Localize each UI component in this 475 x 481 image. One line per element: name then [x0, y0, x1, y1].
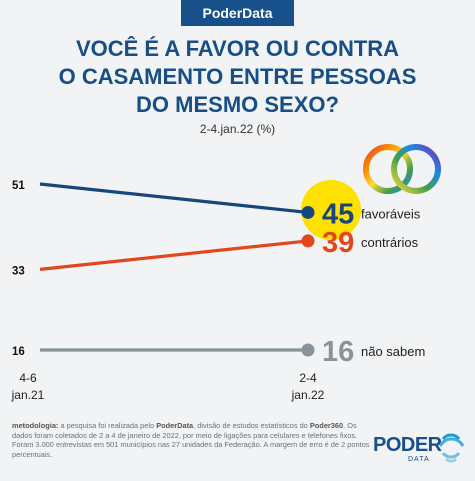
- title-line-3: DO MESMO SEXO?: [136, 92, 339, 117]
- x-tick-label-line1: 2-4: [299, 371, 317, 385]
- start-value-contrarios: 33: [12, 265, 25, 277]
- methodology-label: metodologia:: [12, 421, 59, 430]
- logo-bars-icon: [439, 433, 465, 463]
- series-line-contrarios: [39, 239, 309, 271]
- series-label-contrarios: contrários: [361, 235, 419, 250]
- data-point-favoraveis: [301, 205, 315, 219]
- logo-word: PODER: [373, 434, 442, 456]
- end-value-nao_sabem: 16: [322, 336, 354, 368]
- x-tick-label-line2: jan.22: [291, 388, 325, 402]
- end-value-contrarios: 39: [322, 227, 354, 259]
- line-chart: 51 45 favoráveis 33 39 contrários 16 16 não sabe…: [11, 180, 425, 402]
- methodology-note: metodologia: a pesquisa foi realizada pe…: [12, 421, 372, 459]
- logo-sub: DATA: [408, 456, 430, 463]
- rainbow-rings-icon: [363, 144, 441, 194]
- series-label-nao_sabem: não sabem: [361, 344, 425, 359]
- poderdata-logo: PODER DATA: [373, 430, 465, 470]
- highlight-circle: [301, 180, 361, 240]
- methodology-text-3: . Os dados foram coletados de 2 a 4 de j…: [12, 421, 370, 459]
- end-value-favoraveis: 45: [322, 198, 354, 230]
- title-line-1: VOCÊ É A FAVOR OU CONTRA: [75, 36, 400, 61]
- series-line-favoraveis: [39, 182, 309, 215]
- start-value-nao_sabem: 16: [12, 346, 25, 358]
- brand-tag: PoderData: [181, 0, 294, 26]
- title-line-2: O CASAMENTO ENTRE PESSOAS: [58, 64, 417, 89]
- chart-subtitle: 2-4.jan.22 (%): [199, 122, 276, 136]
- x-tick-label-line1: 4-6: [19, 371, 37, 385]
- start-value-favoraveis: 51: [12, 180, 25, 192]
- series-label-favoraveis: favoráveis: [361, 206, 421, 221]
- methodology-text-1: a pesquisa foi realizada pelo: [58, 421, 157, 430]
- methodology-poderdata: PoderData: [156, 421, 194, 430]
- chart-title: VOCÊ É A FAVOR OU CONTRA O CASAMENTO ENT…: [20, 35, 455, 119]
- methodology-poder360: Poder360: [309, 421, 344, 430]
- x-tick-label-line2: jan.21: [11, 388, 45, 402]
- data-point-nao_sabem: [301, 343, 315, 357]
- data-point-contrarios: [301, 234, 315, 248]
- methodology-text-2: , divisão de estudos estatísticos do: [193, 421, 310, 430]
